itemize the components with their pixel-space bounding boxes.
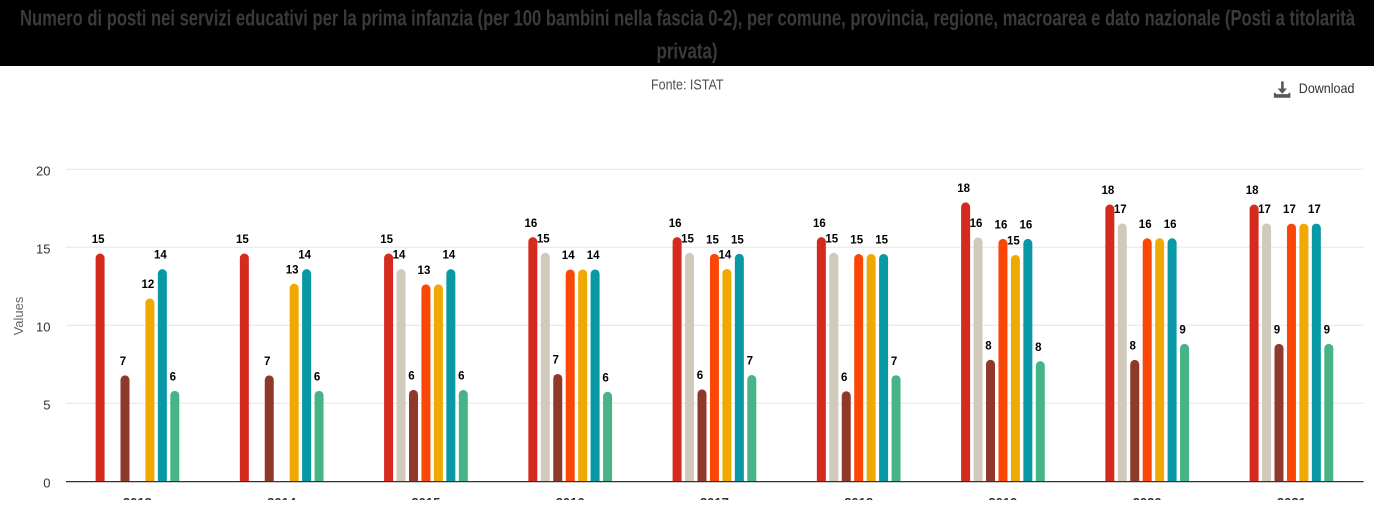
svg-text:13: 13 <box>286 264 299 276</box>
svg-text:16: 16 <box>1019 219 1032 231</box>
svg-text:16: 16 <box>1139 219 1152 231</box>
svg-text:18: 18 <box>1246 185 1259 197</box>
svg-text:6: 6 <box>697 370 703 382</box>
svg-text:7: 7 <box>747 356 753 368</box>
svg-text:2017: 2017 <box>700 495 729 500</box>
svg-text:16: 16 <box>995 219 1008 231</box>
svg-text:Fonte: ISTAT: Fonte: ISTAT <box>651 77 724 94</box>
svg-text:14: 14 <box>393 250 406 262</box>
svg-text:12: 12 <box>142 279 155 291</box>
svg-text:15: 15 <box>825 233 838 245</box>
svg-text:6: 6 <box>314 371 320 383</box>
svg-text:0: 0 <box>43 475 50 490</box>
svg-text:13: 13 <box>418 265 431 277</box>
svg-text:6: 6 <box>170 371 176 383</box>
svg-text:8: 8 <box>1130 341 1137 353</box>
svg-text:20: 20 <box>36 163 50 178</box>
svg-text:9: 9 <box>1274 324 1280 336</box>
svg-text:2019: 2019 <box>988 495 1017 500</box>
svg-text:15: 15 <box>380 234 393 246</box>
svg-text:2021: 2021 <box>1277 495 1306 500</box>
svg-text:15: 15 <box>236 234 249 246</box>
svg-text:10: 10 <box>36 319 50 334</box>
svg-text:18: 18 <box>1101 185 1114 197</box>
svg-text:17: 17 <box>1308 204 1321 216</box>
svg-text:8: 8 <box>985 340 992 352</box>
svg-text:6: 6 <box>458 371 464 383</box>
svg-text:15: 15 <box>92 234 105 246</box>
svg-text:16: 16 <box>813 218 826 230</box>
svg-text:14: 14 <box>442 250 455 262</box>
svg-text:2020: 2020 <box>1133 495 1162 500</box>
svg-text:14: 14 <box>719 250 732 262</box>
svg-text:Values: Values <box>11 296 26 335</box>
svg-text:15: 15 <box>850 235 863 247</box>
svg-text:7: 7 <box>264 356 270 368</box>
svg-text:16: 16 <box>669 218 682 230</box>
svg-text:7: 7 <box>891 356 897 368</box>
svg-text:2018: 2018 <box>844 495 873 500</box>
svg-text:18: 18 <box>957 183 970 195</box>
svg-text:15: 15 <box>731 234 744 246</box>
svg-text:privata): privata) <box>657 38 718 63</box>
svg-text:14: 14 <box>298 250 311 262</box>
svg-text:14: 14 <box>154 250 167 262</box>
svg-text:16: 16 <box>524 218 537 230</box>
svg-text:17: 17 <box>1258 204 1271 216</box>
svg-text:6: 6 <box>841 372 847 384</box>
svg-text:5: 5 <box>43 397 50 412</box>
svg-text:6: 6 <box>408 370 414 382</box>
svg-text:14: 14 <box>587 250 600 262</box>
svg-text:2013: 2013 <box>123 495 152 500</box>
svg-text:15: 15 <box>875 235 888 247</box>
svg-text:17: 17 <box>1114 204 1127 216</box>
svg-text:15: 15 <box>681 233 694 245</box>
svg-text:Download: Download <box>1299 80 1355 96</box>
svg-text:9: 9 <box>1324 324 1330 336</box>
svg-text:7: 7 <box>553 355 559 367</box>
svg-text:15: 15 <box>537 233 550 245</box>
svg-text:15: 15 <box>1007 236 1020 248</box>
svg-text:15: 15 <box>706 234 719 246</box>
svg-text:6: 6 <box>602 372 608 384</box>
svg-text:8: 8 <box>1035 342 1042 354</box>
svg-text:9: 9 <box>1179 324 1185 336</box>
svg-text:Numero di posti nei servizi ed: Numero di posti nei servizi educativi pe… <box>20 6 1356 31</box>
svg-text:16: 16 <box>1164 219 1177 231</box>
svg-text:15: 15 <box>36 241 50 256</box>
svg-text:2014: 2014 <box>267 495 297 500</box>
svg-text:17: 17 <box>1283 204 1296 216</box>
svg-text:7: 7 <box>120 356 126 368</box>
svg-text:14: 14 <box>562 250 575 262</box>
svg-text:2016: 2016 <box>556 495 585 500</box>
svg-text:16: 16 <box>970 218 983 230</box>
